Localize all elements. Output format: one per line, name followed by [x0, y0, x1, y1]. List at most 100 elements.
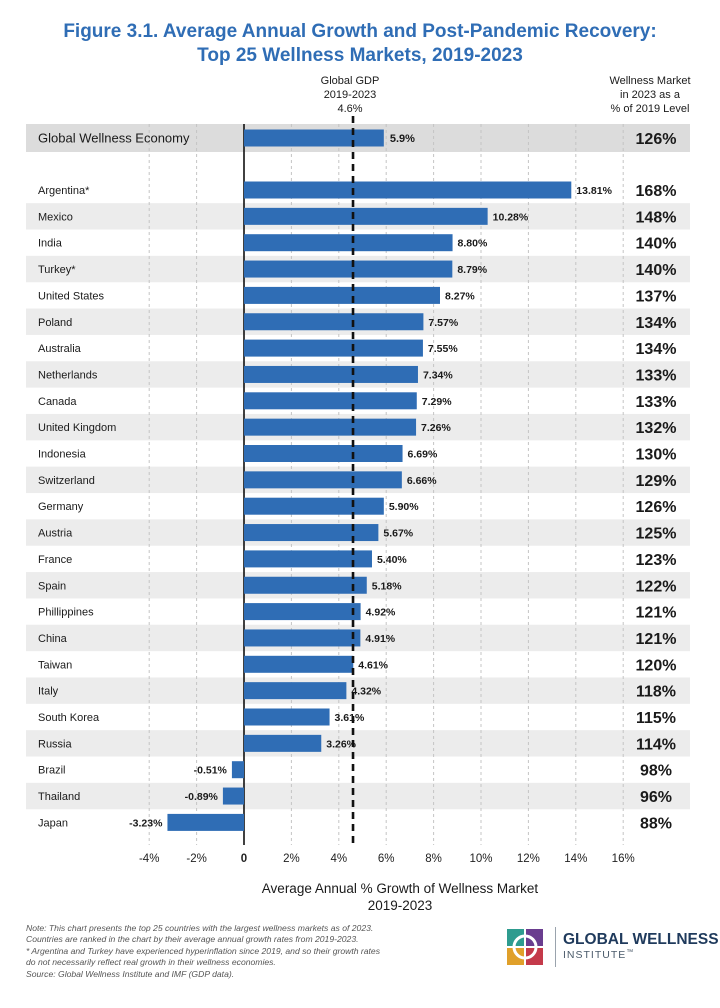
bar-value-label: 4.61%	[358, 659, 388, 671]
pct-of-2019-value: 137%	[636, 288, 677, 305]
country-label: Poland	[38, 317, 72, 329]
logo-sub-text: INSTITUTE	[563, 949, 627, 961]
country-label: China	[38, 633, 68, 645]
bar-value-label: 6.69%	[408, 449, 438, 461]
note-line: * Argentina and Turkey have experienced …	[26, 945, 380, 956]
logo-sub: INSTITUTE™	[563, 949, 634, 961]
bar	[244, 603, 361, 621]
bar-value-label: 4.92%	[366, 607, 396, 619]
gdp-reference-label: Global GDP 2019-2023 4.6%	[300, 74, 400, 116]
bar	[244, 655, 354, 673]
country-label: South Korea	[38, 712, 100, 724]
pct-of-2019-value: 88%	[640, 815, 672, 832]
country-label: Indonesia	[38, 449, 87, 461]
chart-title-line1: Figure 3.1. Average Annual Growth and Po…	[63, 21, 657, 42]
pct-of-2019-value: 148%	[636, 209, 677, 226]
bar-value-label: 4.32%	[351, 686, 381, 698]
pct-of-2019-value: 121%	[636, 605, 677, 622]
x-tick-label: 12%	[517, 853, 540, 865]
x-tick-label: -2%	[186, 853, 206, 865]
chart-title: Figure 3.1. Average Annual Growth and Po…	[0, 20, 720, 68]
country-label: Brazil	[38, 765, 66, 777]
bar-value-label: 7.26%	[421, 422, 451, 434]
pct-of-2019-value: 132%	[636, 420, 677, 437]
bar-value-label: 7.34%	[423, 369, 453, 381]
bar-value-label: -3.23%	[129, 817, 163, 829]
bar	[244, 339, 423, 357]
bar	[231, 761, 244, 779]
country-label: France	[38, 554, 72, 566]
bar	[222, 787, 244, 805]
bar	[244, 629, 361, 647]
bar	[244, 497, 384, 515]
x-tick-label: 2%	[283, 853, 300, 865]
pct-header-line2: in 2023 as a	[620, 89, 680, 101]
gdp-label-value: 4.6%	[337, 103, 363, 115]
pct-of-2019-value: 134%	[636, 341, 677, 358]
bar-value-label: 7.57%	[428, 317, 458, 329]
country-label: India	[38, 238, 63, 250]
bar-value-label: 5.40%	[377, 554, 407, 566]
bar-value-label: 6.66%	[407, 475, 437, 487]
bar-value-label: 5.67%	[383, 528, 413, 540]
country-label: Thailand	[38, 791, 80, 803]
country-label: Germany	[38, 501, 84, 513]
bar	[244, 365, 418, 383]
country-label: Argentina*	[38, 185, 90, 197]
pct-of-2019-value: 114%	[636, 736, 676, 753]
bar-value-label: 13.81%	[576, 185, 612, 197]
bar-value-label: 5.18%	[372, 580, 402, 592]
summary-label: Global Wellness Economy	[38, 131, 190, 146]
pct-of-2019-value: 133%	[636, 394, 677, 411]
bar-value-label: 3.26%	[326, 738, 356, 750]
summary-value-label: 5.9%	[390, 133, 415, 145]
logo-divider	[555, 927, 556, 967]
pct-of-2019-value: 134%	[636, 315, 677, 332]
chart-title-line2: Top 25 Wellness Markets, 2019-2023	[197, 45, 523, 66]
bar-value-label: 8.79%	[457, 264, 487, 276]
pct-of-2019-value: 120%	[636, 657, 677, 674]
x-tick-label: 6%	[378, 853, 395, 865]
country-label: Netherlands	[38, 369, 98, 381]
bar	[244, 471, 402, 489]
bar	[167, 813, 244, 831]
note-line: Countries are ranked in the chart by the…	[26, 934, 359, 945]
logo-tm: ™	[626, 949, 635, 956]
pct-of-2019-value: 121%	[636, 631, 677, 648]
pct-header-line1: Wellness Market	[609, 75, 691, 87]
country-label: Switzerland	[38, 475, 95, 487]
country-label: Phillippines	[38, 607, 94, 619]
summary-pct-of-2019: 126%	[636, 131, 677, 148]
gdp-label-line2: 2019-2023	[323, 89, 377, 101]
bar-value-label: 8.80%	[458, 238, 488, 250]
source-line: Source: Global Wellness Institute and IM…	[26, 968, 235, 979]
bar	[244, 207, 488, 225]
bar	[244, 682, 347, 700]
x-tick-label: 10%	[469, 853, 492, 865]
country-label: Japan	[38, 817, 68, 829]
pct-of-2019-value: 140%	[636, 236, 677, 253]
country-label: Spain	[38, 580, 66, 592]
x-axis-title: Average Annual % Growth of Wellness Mark…	[160, 880, 640, 914]
pct-of-2019-value: 130%	[636, 447, 677, 464]
bar-value-label: 4.91%	[365, 633, 395, 645]
bar-value-label: 10.28%	[493, 211, 529, 223]
bar-value-label: -0.51%	[194, 765, 228, 777]
bar-value-label: 5.90%	[389, 501, 419, 513]
x-tick-label: 4%	[330, 853, 347, 865]
pct-of-2019-value: 140%	[636, 262, 677, 279]
bar-value-label: -0.89%	[185, 791, 219, 803]
pct-of-2019-value: 125%	[636, 526, 677, 543]
bar	[244, 445, 403, 462]
bar	[244, 418, 417, 436]
note-line: Note: This chart presents the top 25 cou…	[26, 923, 374, 933]
note-line: do not necessarily reflect real growth i…	[26, 957, 276, 968]
x-tick-label: 14%	[564, 853, 587, 865]
pct-column-header: Wellness Market in 2023 as a % of 2019 L…	[590, 74, 710, 116]
pct-header-line3: % of 2019 Level	[610, 103, 690, 115]
pct-of-2019-value: 129%	[636, 473, 677, 490]
country-label: Italy	[38, 686, 59, 698]
pct-of-2019-value: 118%	[636, 684, 676, 701]
bar-value-label: 3.61%	[335, 712, 365, 724]
x-tick-label: 0	[241, 853, 247, 865]
